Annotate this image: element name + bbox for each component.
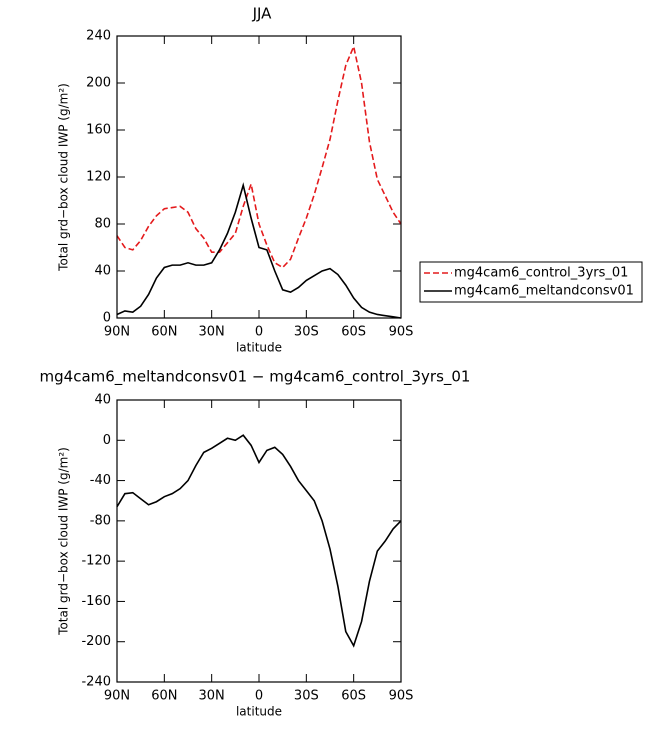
x-tick-label: 30N xyxy=(199,689,225,704)
x-tick-label: 60S xyxy=(341,325,366,340)
x-tick-label: 60S xyxy=(341,689,366,704)
chart-title: JJA xyxy=(252,5,273,23)
x-tick-label: 0 xyxy=(255,689,263,704)
y-axis-label: Total grd−box cloud IWP (g/m²) xyxy=(57,83,71,272)
y-tick-label: 80 xyxy=(94,217,111,232)
plot-frame xyxy=(116,399,402,683)
y-tick-label: 120 xyxy=(86,170,111,185)
x-tick-label: 0 xyxy=(255,325,263,340)
x-axis-label: latitude xyxy=(236,341,282,355)
x-tick-label: 90N xyxy=(104,689,130,704)
x-tick-label: 90S xyxy=(389,689,414,704)
x-tick-label: 30S xyxy=(294,325,319,340)
data-line xyxy=(116,434,402,648)
y-tick-label: -40 xyxy=(90,473,111,488)
y-tick-label: -120 xyxy=(81,554,111,569)
y-tick-label: 240 xyxy=(86,29,111,44)
x-tick-label: 90S xyxy=(389,325,414,340)
x-tick-label: 60N xyxy=(151,689,177,704)
chart-title: mg4cam6_meltandconsv01 − mg4cam6_control… xyxy=(40,368,471,387)
legend-label: mg4cam6_control_3yrs_01 xyxy=(454,266,628,281)
y-tick-label: -240 xyxy=(81,675,111,690)
x-tick-label: 30S xyxy=(294,689,319,704)
data-line xyxy=(116,43,402,269)
legend-label: mg4cam6_meltandconsv01 xyxy=(454,284,634,299)
y-tick-label: 0 xyxy=(103,433,111,448)
y-tick-label: 40 xyxy=(94,264,111,279)
data-line xyxy=(116,182,402,319)
plot-frame xyxy=(116,35,402,319)
y-tick-label: 0 xyxy=(103,311,111,326)
x-tick-label: 30N xyxy=(199,325,225,340)
y-tick-label: -200 xyxy=(81,634,111,649)
y-tick-label: -160 xyxy=(81,594,111,609)
y-tick-label: -80 xyxy=(90,513,111,528)
legend-box xyxy=(419,261,643,303)
y-tick-label: 40 xyxy=(94,393,111,408)
x-axis-label: latitude xyxy=(236,705,282,719)
y-axis-label: Total grd−box cloud IWP (g/m²) xyxy=(57,447,71,636)
x-tick-label: 60N xyxy=(151,325,177,340)
x-tick-label: 90N xyxy=(104,325,130,340)
y-tick-label: 160 xyxy=(86,123,111,138)
y-tick-label: 200 xyxy=(86,76,111,91)
